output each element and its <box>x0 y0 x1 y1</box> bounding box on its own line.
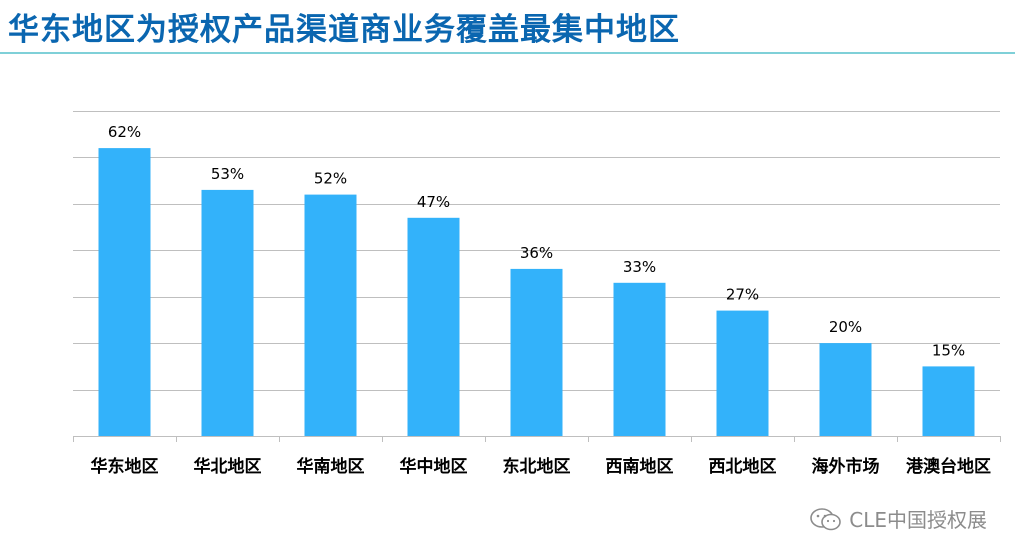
x-tick-label: 西南地区 <box>606 456 674 477</box>
bar <box>819 343 872 436</box>
x-tick-label: 华北地区 <box>194 456 262 477</box>
data-label: 33% <box>623 258 656 276</box>
data-label: 15% <box>932 341 965 359</box>
x-tick-label: 华中地区 <box>400 456 468 477</box>
bar <box>304 194 357 436</box>
data-label: 27% <box>726 286 759 304</box>
x-tick-label: 西北地区 <box>709 456 777 477</box>
data-label: 47% <box>417 193 450 211</box>
bar <box>922 366 975 436</box>
bar <box>201 189 254 436</box>
bar <box>407 217 460 436</box>
data-label: 52% <box>314 170 347 188</box>
data-label: 62% <box>108 123 141 141</box>
x-tick-label: 海外市场 <box>812 456 880 477</box>
wechat-icon <box>810 507 842 530</box>
watermark-text: CLE中国授权展 <box>849 508 987 532</box>
watermark: CLE中国授权展 <box>809 504 987 533</box>
bar <box>716 310 769 436</box>
data-label: 20% <box>829 318 862 336</box>
x-tick-label: 东北地区 <box>503 456 571 477</box>
bar <box>613 282 666 436</box>
x-tick-label: 港澳台地区 <box>906 456 991 477</box>
title-divider <box>0 52 1015 54</box>
bar <box>510 268 563 436</box>
slide-title: 华东地区为授权产品渠道商业务覆盖最集中地区 <box>8 12 680 48</box>
x-tick-label: 华东地区 <box>91 456 159 477</box>
data-label: 53% <box>211 165 244 183</box>
bar <box>98 148 151 436</box>
data-label: 36% <box>520 244 553 262</box>
x-tick-label: 华南地区 <box>297 456 365 477</box>
